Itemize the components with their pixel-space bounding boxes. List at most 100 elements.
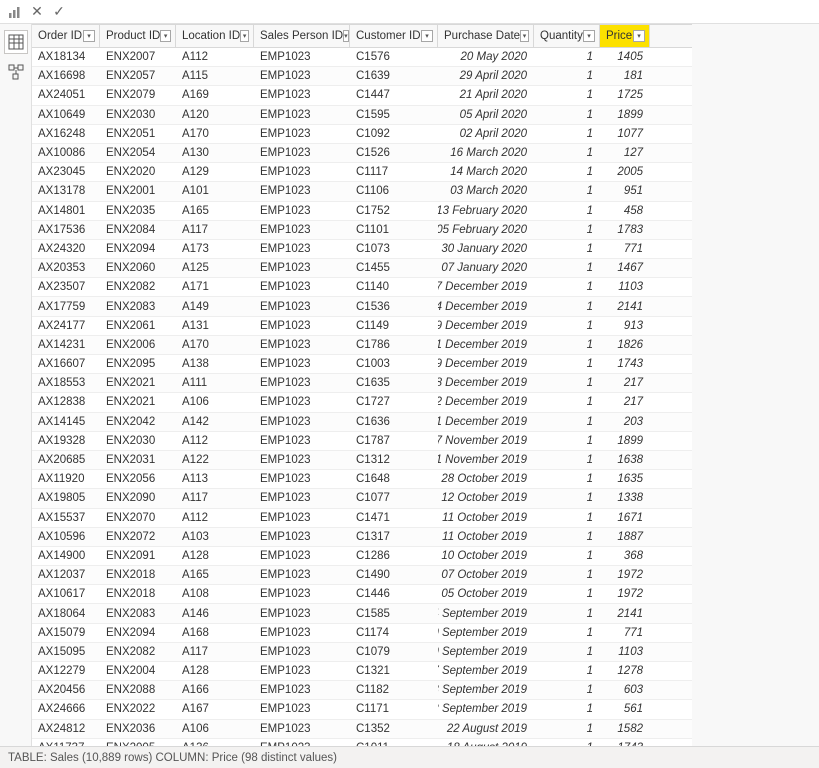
data-view-button[interactable] bbox=[4, 30, 28, 54]
column-label: Order ID bbox=[38, 30, 82, 42]
table-row[interactable]: AX24812ENX2036A106EMP1023C135222 August … bbox=[32, 720, 692, 739]
cancel-icon[interactable]: ✕ bbox=[26, 1, 48, 23]
table-row[interactable]: AX14801ENX2035A165EMP1023C175213 Februar… bbox=[32, 202, 692, 221]
table-row[interactable]: AX10617ENX2018A108EMP1023C144605 October… bbox=[32, 585, 692, 604]
table-row[interactable]: AX11737ENX2005A136EMP1023C101118 August … bbox=[32, 739, 692, 746]
column-header-location[interactable]: Location ID▾ bbox=[176, 25, 254, 47]
table-row[interactable]: AX12279ENX2004A128EMP1023C132117 Septemb… bbox=[32, 662, 692, 681]
table-row[interactable]: AX12838ENX2021A106EMP1023C172702 Decembe… bbox=[32, 393, 692, 412]
table-row[interactable]: AX10086ENX2054A130EMP1023C152616 March 2… bbox=[32, 144, 692, 163]
table-row[interactable]: AX23507ENX2082A171EMP1023C114027 Decembe… bbox=[32, 278, 692, 297]
cell-product: ENX2030 bbox=[100, 106, 176, 124]
table-row[interactable]: AX15079ENX2094A168EMP1023C117420 Septemb… bbox=[32, 624, 692, 643]
table-row[interactable]: AX17759ENX2083A149EMP1023C153624 Decembe… bbox=[32, 297, 692, 316]
cell-sales: EMP1023 bbox=[254, 48, 350, 66]
table-row[interactable]: AX20685ENX2031A122EMP1023C131201 Novembe… bbox=[32, 451, 692, 470]
table-row[interactable]: AX15095ENX2082A117EMP1023C107920 Septemb… bbox=[32, 643, 692, 662]
table-row[interactable]: AX16698ENX2057A115EMP1023C163929 April 2… bbox=[32, 67, 692, 86]
cell-qty: 1 bbox=[534, 221, 600, 239]
filter-dropdown-icon[interactable]: ▾ bbox=[520, 30, 529, 42]
table-row[interactable]: AX16607ENX2095A138EMP1023C100309 Decembe… bbox=[32, 355, 692, 374]
cell-sales: EMP1023 bbox=[254, 297, 350, 315]
filter-dropdown-icon[interactable]: ▾ bbox=[83, 30, 95, 42]
cell-product: ENX2021 bbox=[100, 374, 176, 392]
cell-order: AX19805 bbox=[32, 489, 100, 507]
cell-qty: 1 bbox=[534, 355, 600, 373]
table-row[interactable]: AX13178ENX2001A101EMP1023C110603 March 2… bbox=[32, 182, 692, 201]
table-row[interactable]: AX11920ENX2056A113EMP1023C164828 October… bbox=[32, 470, 692, 489]
table-row[interactable]: AX16248ENX2051A170EMP1023C109202 April 2… bbox=[32, 125, 692, 144]
cell-price: 1635 bbox=[600, 470, 650, 488]
filter-dropdown-icon[interactable]: ▾ bbox=[421, 30, 433, 42]
cell-order: AX12838 bbox=[32, 393, 100, 411]
cell-product: ENX2082 bbox=[100, 278, 176, 296]
table-row[interactable]: AX19805ENX2090A117EMP1023C107712 October… bbox=[32, 489, 692, 508]
table-row[interactable]: AX18134ENX2007A112EMP1023C157620 May 202… bbox=[32, 48, 692, 67]
cell-order: AX11920 bbox=[32, 470, 100, 488]
column-header-sales[interactable]: Sales Person ID▾ bbox=[254, 25, 350, 47]
table-row[interactable]: AX17536ENX2084A117EMP1023C110105 Februar… bbox=[32, 221, 692, 240]
cell-cust: C1286 bbox=[350, 547, 438, 565]
table-row[interactable]: AX24666ENX2022A167EMP1023C117102 Septemb… bbox=[32, 700, 692, 719]
table-row[interactable]: AX24320ENX2094A173EMP1023C107330 January… bbox=[32, 240, 692, 259]
table-row[interactable]: AX24177ENX2061A131EMP1023C114919 Decembe… bbox=[32, 317, 692, 336]
table-row[interactable]: AX10596ENX2072A103EMP1023C131711 October… bbox=[32, 528, 692, 547]
table-row[interactable]: AX20456ENX2088A166EMP1023C118213 Septemb… bbox=[32, 681, 692, 700]
table-row[interactable]: AX18064ENX2083A146EMP1023C158524 Septemb… bbox=[32, 604, 692, 623]
column-header-pdate[interactable]: Purchase Date▾ bbox=[438, 25, 534, 47]
filter-dropdown-icon[interactable]: ▾ bbox=[583, 30, 595, 42]
cell-qty: 1 bbox=[534, 278, 600, 296]
confirm-icon[interactable]: ✓ bbox=[48, 1, 70, 23]
cell-price: 1887 bbox=[600, 528, 650, 546]
table-row[interactable]: AX12037ENX2018A165EMP1023C149007 October… bbox=[32, 566, 692, 585]
cell-qty: 1 bbox=[534, 48, 600, 66]
cell-qty: 1 bbox=[534, 297, 600, 315]
cell-price: 217 bbox=[600, 393, 650, 411]
cell-sales: EMP1023 bbox=[254, 643, 350, 661]
filter-dropdown-icon[interactable]: ▾ bbox=[343, 30, 349, 42]
table-row[interactable]: AX14145ENX2042A142EMP1023C163601 Decembe… bbox=[32, 413, 692, 432]
cell-product: ENX2031 bbox=[100, 451, 176, 469]
table-row[interactable]: AX15537ENX2070A112EMP1023C147111 October… bbox=[32, 509, 692, 528]
cell-qty: 1 bbox=[534, 144, 600, 162]
table-row[interactable]: AX14231ENX2006A170EMP1023C178611 Decembe… bbox=[32, 336, 692, 355]
chart-icon[interactable] bbox=[4, 1, 26, 23]
table-row[interactable]: AX10649ENX2030A120EMP1023C159505 April 2… bbox=[32, 106, 692, 125]
cell-order: AX17759 bbox=[32, 297, 100, 315]
cell-product: ENX2083 bbox=[100, 297, 176, 315]
cell-sales: EMP1023 bbox=[254, 604, 350, 622]
cell-pdate: 13 February 2020 bbox=[438, 202, 534, 220]
cell-price: 1405 bbox=[600, 48, 650, 66]
cell-product: ENX2021 bbox=[100, 393, 176, 411]
cell-sales: EMP1023 bbox=[254, 624, 350, 642]
table-row[interactable]: AX20353ENX2060A125EMP1023C145507 January… bbox=[32, 259, 692, 278]
model-view-button[interactable] bbox=[4, 60, 28, 84]
cell-sales: EMP1023 bbox=[254, 451, 350, 469]
cell-product: ENX2007 bbox=[100, 48, 176, 66]
cell-qty: 1 bbox=[534, 202, 600, 220]
formula-input[interactable] bbox=[78, 2, 815, 22]
cell-location: A129 bbox=[176, 163, 254, 181]
cell-product: ENX2061 bbox=[100, 317, 176, 335]
right-gutter bbox=[692, 24, 819, 746]
table-row[interactable]: AX14900ENX2091A128EMP1023C128610 October… bbox=[32, 547, 692, 566]
column-header-price[interactable]: Price▾ bbox=[600, 25, 650, 47]
column-label: Purchase Date bbox=[444, 30, 520, 42]
column-header-product[interactable]: Product ID▾ bbox=[100, 25, 176, 47]
cell-qty: 1 bbox=[534, 547, 600, 565]
cell-location: A130 bbox=[176, 144, 254, 162]
column-header-qty[interactable]: Quantity▾ bbox=[534, 25, 600, 47]
cell-cust: C1140 bbox=[350, 278, 438, 296]
filter-dropdown-icon[interactable]: ▾ bbox=[633, 30, 645, 42]
column-header-order[interactable]: Order ID▾ bbox=[32, 25, 100, 47]
cell-qty: 1 bbox=[534, 720, 600, 738]
filter-dropdown-icon[interactable]: ▾ bbox=[160, 30, 171, 42]
cell-pdate: 02 April 2020 bbox=[438, 125, 534, 143]
table-row[interactable]: AX24051ENX2079A169EMP1023C144721 April 2… bbox=[32, 86, 692, 105]
cell-location: A165 bbox=[176, 202, 254, 220]
table-row[interactable]: AX23045ENX2020A129EMP1023C111714 March 2… bbox=[32, 163, 692, 182]
filter-dropdown-icon[interactable]: ▾ bbox=[240, 30, 249, 42]
table-row[interactable]: AX19328ENX2030A112EMP1023C178727 Novembe… bbox=[32, 432, 692, 451]
table-row[interactable]: AX18553ENX2021A111EMP1023C163508 Decembe… bbox=[32, 374, 692, 393]
column-header-cust[interactable]: Customer ID▾ bbox=[350, 25, 438, 47]
